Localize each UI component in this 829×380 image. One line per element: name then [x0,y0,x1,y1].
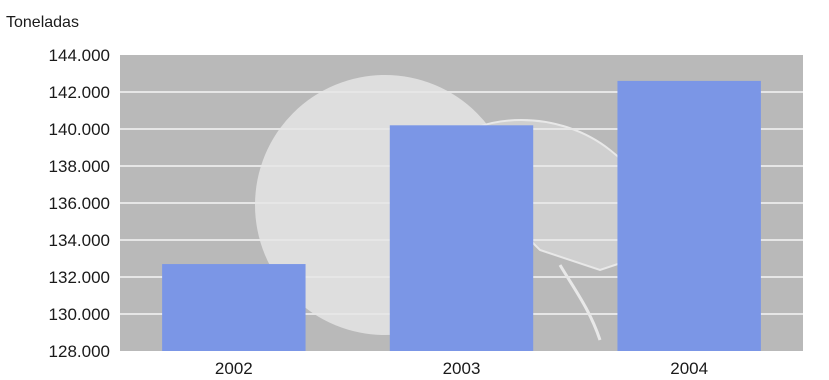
y-tick-label: 144.000 [49,46,110,65]
y-tick-label: 128.000 [49,342,110,361]
y-tick-label: 140.000 [49,120,110,139]
bar-2004 [617,80,761,352]
y-tick-label: 142.000 [49,83,110,102]
bar-2002 [162,264,306,351]
bar-2003 [389,125,534,351]
y-tick-label: 130.000 [49,305,110,324]
y-tick-labels: 144.000 142.000 140.000 138.000 136.000 134.0… [49,46,110,361]
y-tick-label: 138.000 [49,157,110,176]
x-tick-label: 2002 [215,359,253,378]
beetle-leg-illustration [558,264,602,341]
bars [162,80,761,352]
plot-area [120,55,803,352]
y-tick-label: 132.000 [49,268,110,287]
y-axis-title: Toneladas [6,14,79,31]
x-tick-labels: 2002 2003 2004 [215,359,708,378]
x-tick-label: 2004 [670,359,708,378]
y-tick-label: 136.000 [49,194,110,213]
x-tick-label: 2003 [443,359,481,378]
y-tick-label: 134.000 [49,231,110,250]
